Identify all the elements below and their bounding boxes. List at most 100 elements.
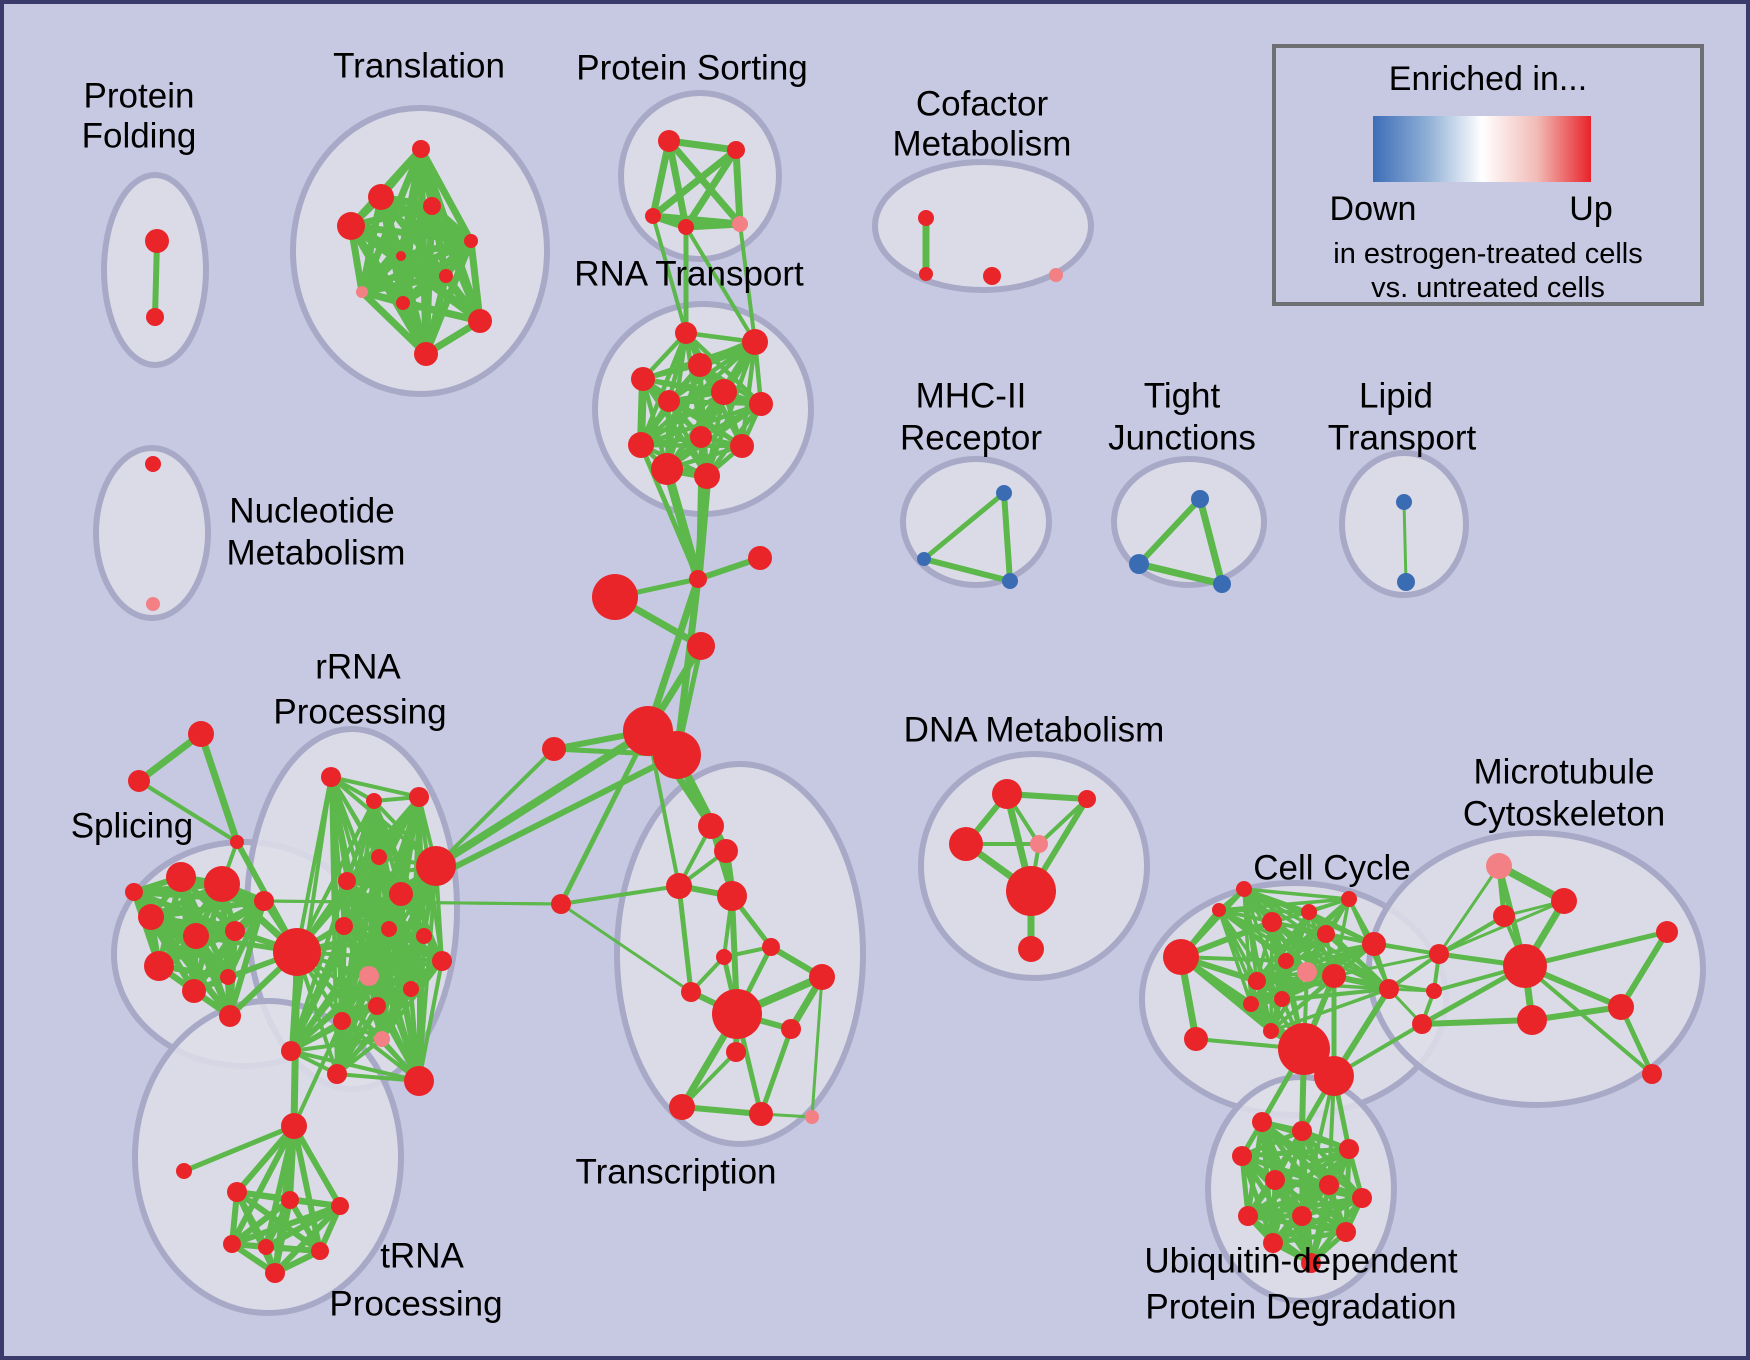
enrichment-similarity-edge [197,730,241,846]
gene-set-node [551,894,571,914]
gene-set-node [1191,490,1209,508]
gene-set-node [321,767,341,787]
enrichment-similarity-edge [229,1197,293,1247]
gene-set-node [258,1239,274,1255]
gene-set-node [717,881,747,911]
enrichment-similarity-edge [644,575,702,735]
cluster-label: Nucleotide [229,492,394,531]
gene-set-node [414,342,438,366]
gene-set-node [949,827,983,861]
gene-set-node [1397,573,1415,591]
gene-set-node [416,928,432,944]
gene-set-node [1030,835,1048,853]
enrichment-similarity-edge [558,728,651,907]
gene-set-node [1301,1253,1321,1273]
gene-set-node [188,721,214,747]
gene-set-node [423,197,441,215]
cluster-label: Protein [84,77,195,116]
gene-set-node [145,456,161,472]
cluster-label: Translation [333,47,505,86]
gene-set-node [1317,925,1335,943]
cluster-label: Ubiquitin-dependent [1144,1242,1458,1281]
enrichment-similarity-edge [1269,974,1336,1033]
gene-set-node [742,329,768,355]
gene-set-node [992,779,1022,809]
cluster-label: tRNA [380,1237,464,1276]
enrichment-similarity-edge [676,883,694,995]
enrichment-similarity-edge [638,389,727,448]
gene-set-node [694,463,720,489]
gene-set-node [416,846,456,886]
gene-set-node [1184,1027,1208,1051]
enrichment-similarity-edge [696,435,703,581]
gene-set-node [1006,866,1056,916]
gene-set-node [658,130,680,152]
enrichment-similarity-edge [152,238,160,320]
gene-set-node [919,267,933,281]
gene-set-node [1278,1023,1330,1075]
enrichment-similarity-edge [358,272,450,296]
gene-set-node [146,597,160,611]
enrichment-similarity-edge [679,1104,764,1117]
gene-set-node [166,862,196,892]
enrichment-similarity-edge [665,137,690,231]
gene-set-node [1078,790,1096,808]
cluster-label: RNA Transport [574,255,804,294]
gene-set-node [687,632,715,660]
enrichment-similarity-edge [289,934,426,1053]
enrichment-similarity-edge [682,146,740,231]
enrichment-similarity-edge [358,252,405,296]
gene-set-node [690,426,712,448]
gene-set-node [542,737,566,761]
enrichment-similarity-edge [1249,959,1288,1006]
gene-set-node [338,872,356,890]
enrichment-similarity-edge [1270,1229,1349,1246]
gene-set-node [1243,996,1259,1012]
legend-down-label: Down [1329,190,1417,228]
gene-set-node [1319,1175,1339,1195]
enrichment-similarity-edge [409,987,421,1083]
enrichment-similarity-edge [1437,864,1501,956]
enrichment-similarity-edge [1300,1074,1336,1218]
enrichment-similarity-edge [272,1203,343,1276]
gene-set-node [714,839,738,863]
gene-set-node [1341,891,1357,907]
gene-set-node [356,286,368,298]
enrichment-similarity-edge [921,490,1007,562]
enrichment-similarity-edge [638,401,764,448]
legend-gradient-bar [1373,116,1591,182]
gene-set-node [381,921,397,937]
legend-up-label: Up [1569,190,1613,228]
gene-set-node [219,1005,241,1027]
enrichment-similarity-edge [432,727,652,870]
enrichment-similarity-edge [131,889,238,934]
enrichment-similarity-edge [289,924,346,1053]
gene-set-node [468,309,492,333]
gene-set-node [732,216,748,232]
gene-set-node [1265,1170,1285,1190]
cluster-label: Receptor [900,419,1042,458]
gene-set-node [1656,921,1678,943]
gene-set-node [1248,972,1266,990]
enrichment-similarity-edge [434,747,556,868]
gene-set-node [917,552,931,566]
gene-set-node [1379,979,1399,999]
gene-set-node [675,322,697,344]
enrichment-similarity-edge [758,1026,794,1117]
gene-set-node [1292,1121,1312,1141]
gene-set-node [1503,944,1547,988]
gene-set-node [645,208,661,224]
enrichment-similarity-edge [399,272,450,307]
cluster-label: MHC-II [916,377,1027,416]
gene-set-node [712,989,762,1039]
enrichment-similarity-edge [289,927,391,1053]
cluster-label: Transcription [576,1153,777,1192]
gene-set-node [368,184,394,210]
gene-set-node [281,1113,307,1139]
enrichment-similarity-edge [399,299,484,325]
enrichment-similarity-edge [559,902,693,994]
gene-set-node [1262,912,1282,932]
enrichment-similarity-edge [229,1203,343,1247]
gene-set-node [412,140,430,158]
gene-set-node [678,219,694,235]
